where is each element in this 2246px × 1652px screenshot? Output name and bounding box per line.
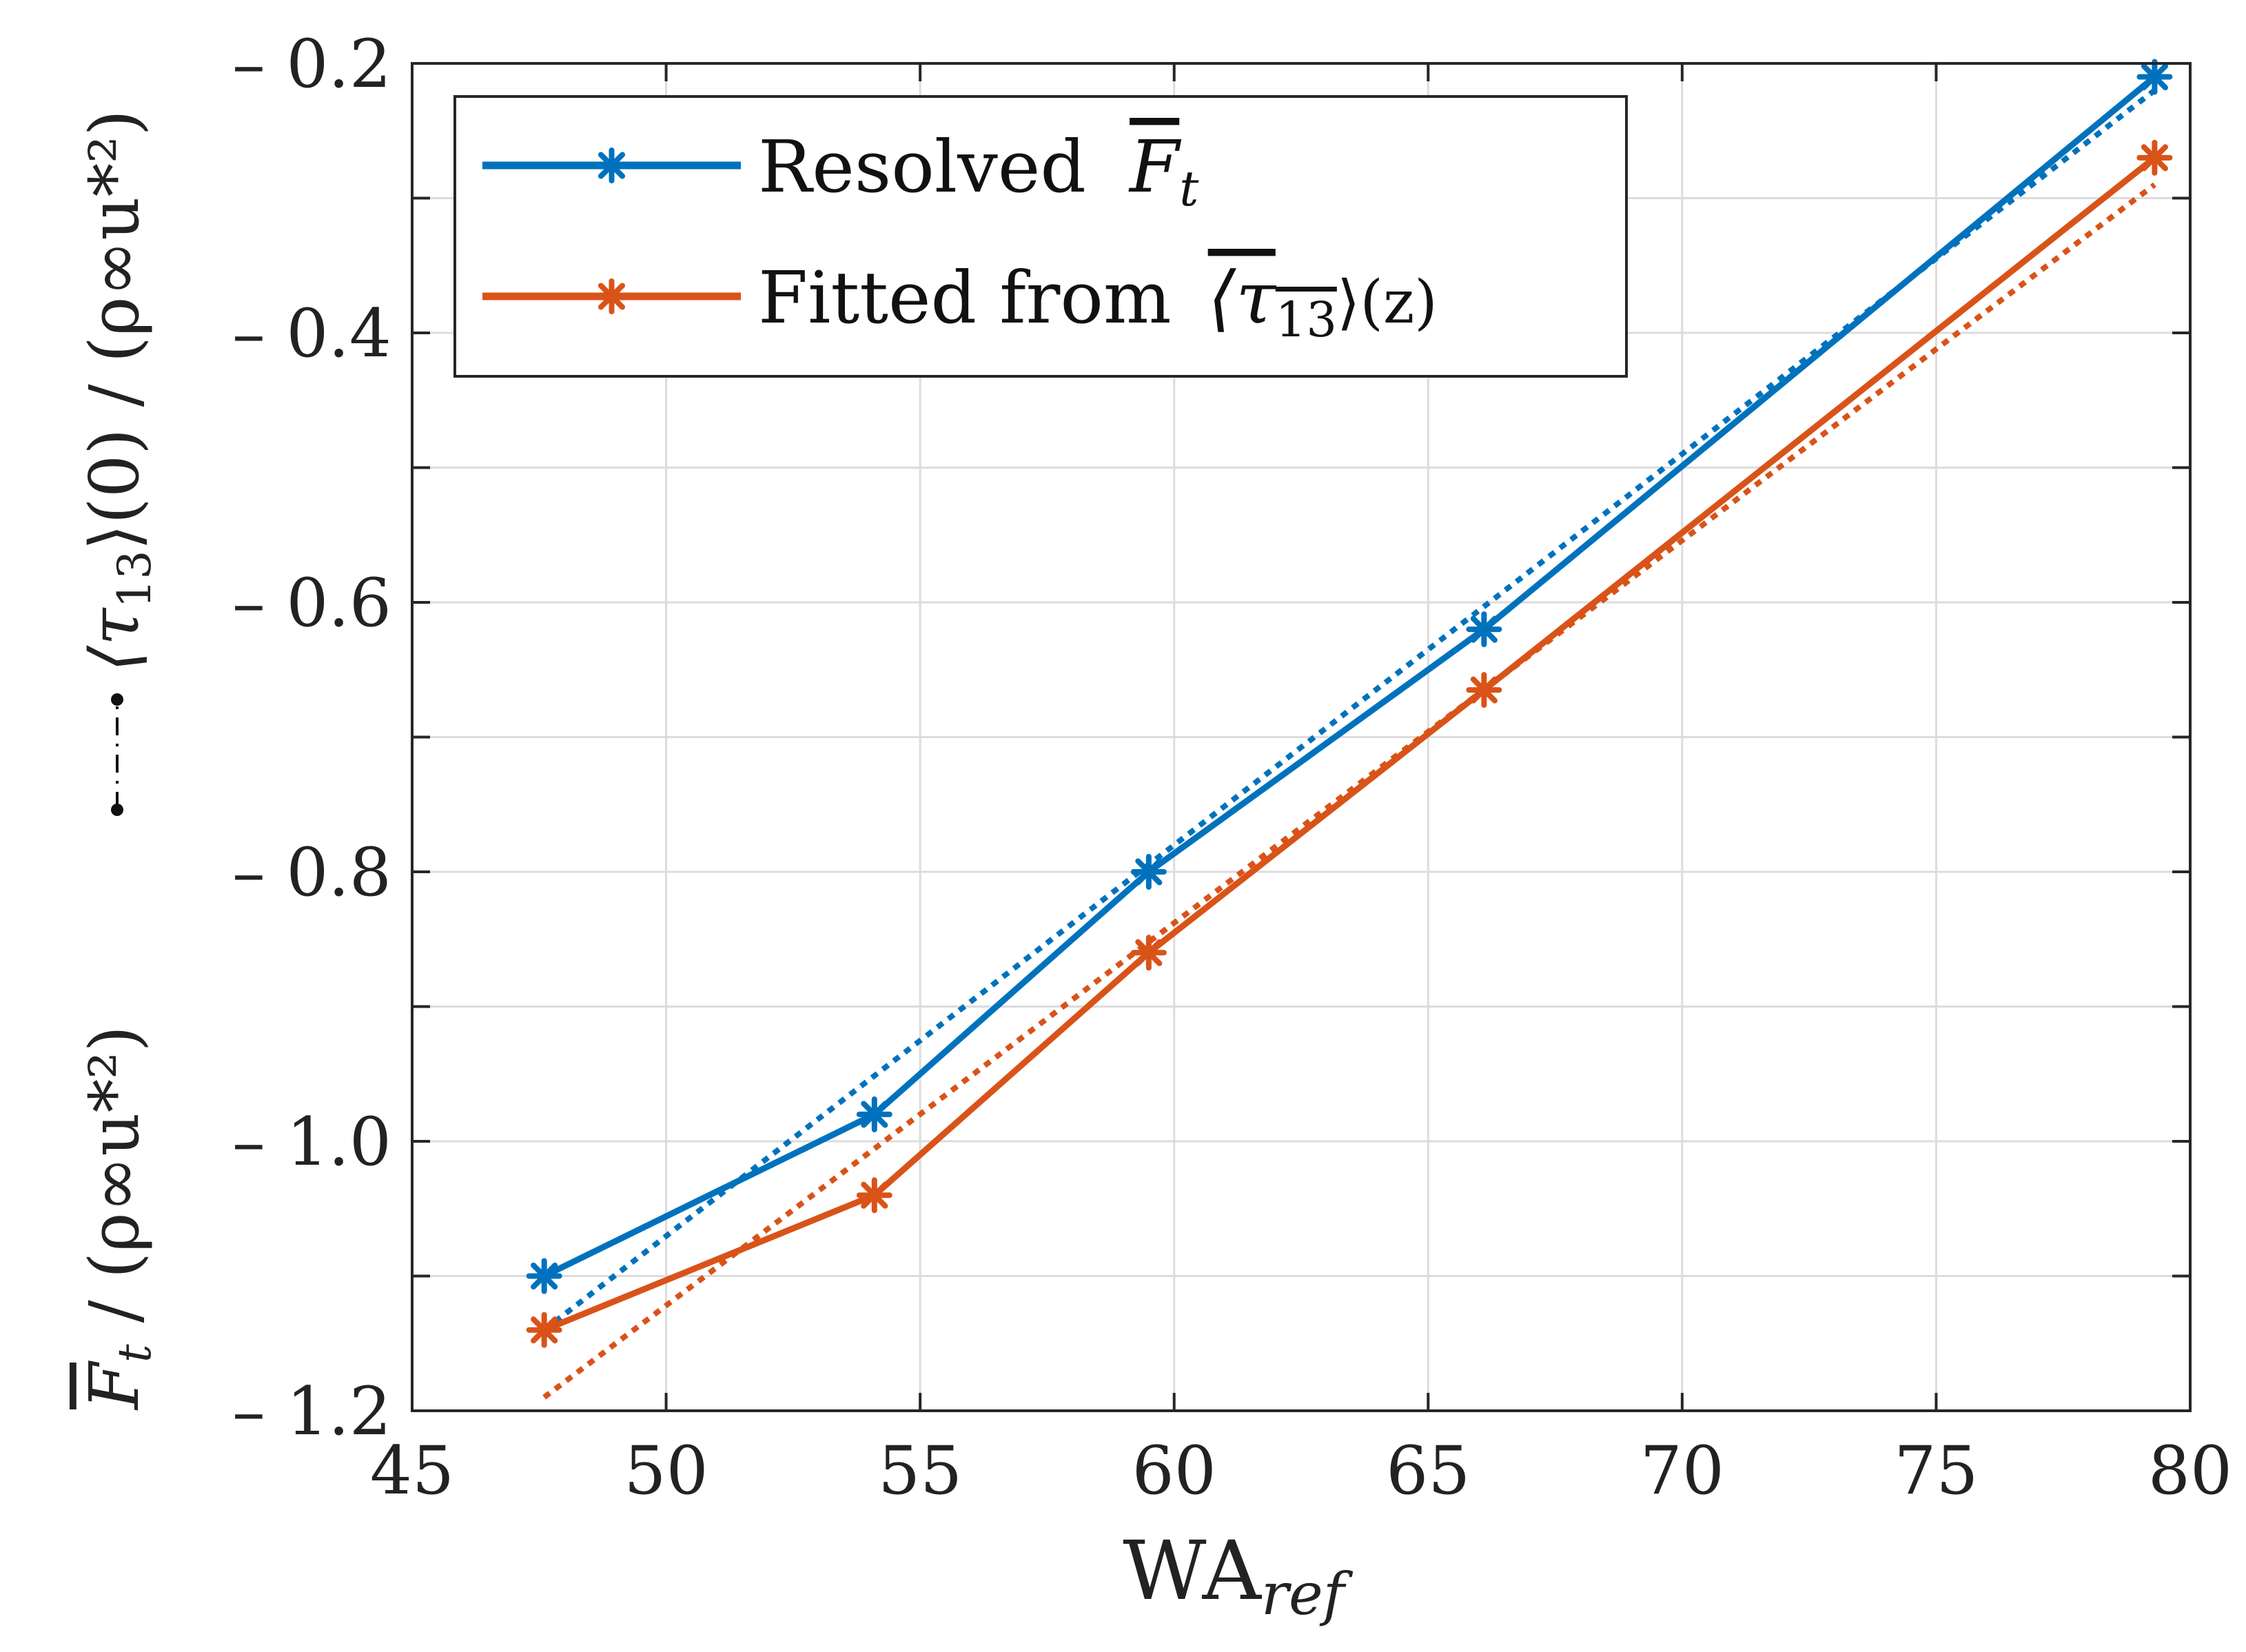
x-tick-label: 75 [1894,1432,1978,1509]
data-point-resolved [2136,59,2173,95]
legend-math-t: t [1179,161,1199,217]
legend-marker-resolved [593,147,630,183]
legend-asterisk-resolved [593,147,630,183]
fit-lines [542,88,2156,1400]
series-markers [526,59,2173,1348]
legend-math-rest: ⟩(z) [1337,268,1438,337]
asterisk-stroke [861,1101,888,1128]
y-title-separator-dot-right [111,693,123,706]
y-title-F: F [76,1360,154,1411]
legend-label-resolved: Resolved Ft [758,125,1199,217]
y-tick-label: – 0.6 [232,564,391,642]
svg-text:⟨τ13⟩(0) / (ρ∞u*²): ⟨τ13⟩(0) / (ρ∞u*²) [76,110,161,672]
data-point-fitted [856,1177,892,1214]
asterisk-stroke [598,283,626,310]
asterisk-stroke [2141,144,2168,172]
x-tick-label: 65 [1386,1432,1470,1509]
data-point-resolved [856,1096,892,1132]
x-tick-label: 50 [624,1432,708,1509]
legend-math-13: 13 [1276,292,1337,348]
tick-marks [411,62,2192,1412]
legend-asterisk-fitted [593,278,630,314]
x-axis-title-sub: ref [1261,1560,1354,1628]
legend-text-fitted: Fitted from [758,256,1172,340]
data-point-resolved [526,1258,562,1294]
asterisk-stroke [1135,939,1163,966]
y-title-13: 13 [108,551,161,609]
data-point-resolved [1466,611,1502,648]
x-tick-label: 60 [1132,1432,1216,1509]
x-tick-label: 45 [370,1432,454,1509]
svg-text:Ft / (ρ∞u*²): Ft / (ρ∞u*²) [76,1026,161,1411]
y-title-tau: ⟨τ [76,607,154,672]
legend: Resolved Ft Fitted from ⟨τ13⟩(z) [453,95,1628,378]
data-point-fitted [526,1312,562,1348]
legend-math-F: F [1128,125,1182,209]
x-tick-labels: 45 50 55 60 65 70 75 80 [370,1432,2232,1509]
y-tick-label: – 0.4 [232,295,391,372]
data-point-fitted [1466,672,1502,708]
y-tick-label: – 0.8 [232,834,391,911]
x-tick-label: 55 [878,1432,962,1509]
y-title-rest1: / (ρ∞u*²) [76,1026,154,1344]
y-title-separator-dot-left [111,804,123,816]
legend-marker-fitted [593,278,630,314]
data-point-fitted [1130,935,1167,971]
y-tick-labels: – 0.2 – 0.4 – 0.6 – 0.8 – 1.0 – 1.2 [232,26,391,1450]
x-tick-label: 70 [1640,1432,1724,1509]
data-point-resolved [1130,854,1167,890]
data-point-fitted [2136,139,2173,176]
asterisk-stroke [531,1316,558,1344]
y-axis-title: Ft / (ρ∞u*²) ⟨τ13⟩(0) / (ρ∞u*²) [76,110,161,1411]
legend-box [453,95,1628,378]
asterisk-stroke [1135,858,1163,886]
x-axis-title: WAref [1123,1523,1353,1628]
fit-line-fitted [542,182,2156,1400]
y-tick-label: – 1.0 [232,1103,391,1181]
y-title-t: t [108,1344,161,1363]
asterisk-stroke [2141,63,2168,91]
asterisk-stroke [1470,676,1498,704]
asterisk-stroke [1470,615,1498,643]
x-tick-label: 80 [2148,1432,2232,1509]
x-axis-title-main: WA [1123,1523,1262,1618]
legend-text-resolved: Resolved [758,125,1086,209]
asterisk-stroke [598,152,626,179]
asterisk-stroke [531,1262,558,1290]
y-tick-label: – 1.2 [232,1373,391,1450]
legend-label-fitted: Fitted from ⟨τ13⟩(z) [758,256,1438,348]
asterisk-stroke [861,1181,888,1209]
y-title-rest2: ⟩(0) / (ρ∞u*²) [76,110,154,551]
legend-math-tau: ⟨τ [1208,256,1277,340]
y-tick-label: – 0.2 [232,26,391,103]
